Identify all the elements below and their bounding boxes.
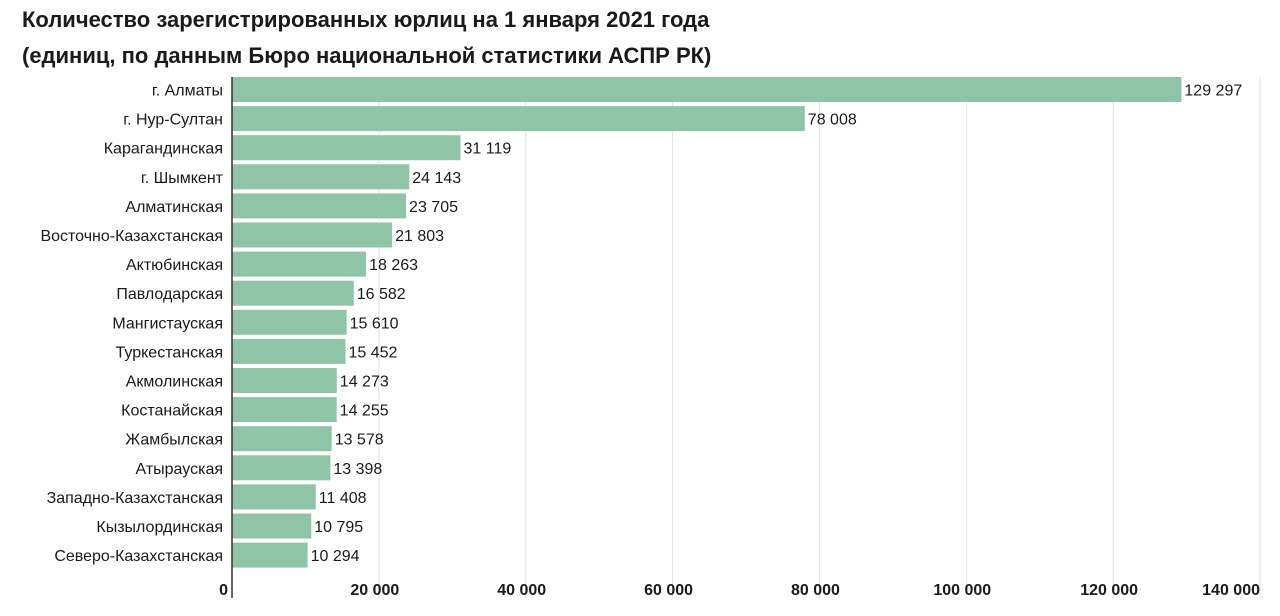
category-label: Кызылординская — [96, 519, 223, 536]
value-label: 21 803 — [395, 228, 444, 245]
value-label: 14 255 — [340, 403, 389, 420]
category-label: Восточно-Казахстанская — [40, 228, 223, 245]
category-label: Атырауская — [136, 461, 224, 478]
bar — [232, 484, 316, 510]
value-label: 13 398 — [333, 461, 382, 478]
x-tick-label: 60 000 — [644, 582, 693, 599]
bar — [232, 164, 410, 190]
value-label: 23 705 — [409, 199, 458, 216]
bar — [232, 455, 331, 481]
category-label: Туркестанская — [116, 344, 223, 361]
value-label: 31 119 — [464, 141, 512, 158]
value-label: 24 143 — [412, 170, 461, 187]
x-tick-label: 100 000 — [933, 582, 991, 599]
category-label: Павлодарская — [116, 286, 223, 303]
bar — [232, 309, 347, 335]
category-label: Костанайская — [121, 403, 223, 420]
category-label: Западно-Казахстанская — [47, 490, 223, 507]
category-label: г. Алматы — [152, 83, 223, 100]
bar — [232, 251, 367, 277]
bar — [232, 280, 354, 306]
bar — [232, 106, 805, 132]
value-label: 18 263 — [369, 257, 418, 274]
bar — [232, 135, 461, 161]
x-tick-label: 40 000 — [497, 582, 546, 599]
bar — [232, 513, 312, 539]
x-tick-label: 140 000 — [1202, 582, 1260, 599]
category-label: Мангистауская — [112, 315, 223, 332]
x-tick-label: 120 000 — [1080, 582, 1138, 599]
value-label: 78 008 — [808, 112, 857, 129]
category-label: Северо-Казахстанская — [54, 548, 223, 565]
category-label: Акмолинская — [126, 374, 223, 391]
bar — [232, 338, 346, 364]
bar — [232, 368, 337, 393]
value-label: 16 582 — [357, 286, 406, 303]
category-label: Актюбинская — [126, 257, 223, 274]
category-label: г. Нур-Султан — [123, 112, 223, 129]
x-tick-label: 0 — [219, 582, 228, 599]
chart-subtitle: (единиц, по данным Бюро национальной ста… — [22, 43, 712, 68]
bar — [232, 542, 308, 568]
bar — [232, 222, 393, 248]
value-label: 15 452 — [348, 344, 397, 361]
value-label: 10 294 — [311, 548, 360, 565]
category-label: г. Шымкент — [141, 170, 224, 187]
value-label: 13 578 — [335, 432, 384, 449]
value-label: 11 408 — [319, 490, 367, 507]
value-label: 10 795 — [314, 519, 363, 536]
bar — [232, 193, 407, 219]
category-label: Жамбылская — [125, 432, 223, 449]
category-label: Карагандинская — [104, 141, 223, 158]
x-tick-label: 80 000 — [791, 582, 840, 599]
value-label: 15 610 — [350, 315, 399, 332]
bar — [232, 426, 332, 452]
value-label: 14 273 — [340, 374, 389, 391]
chart-title: Количество зарегистрированных юрлиц на 1… — [22, 7, 710, 32]
category-label: Алматинская — [125, 199, 223, 216]
value-label: 129 297 — [1184, 83, 1242, 100]
bar — [232, 77, 1182, 102]
bar — [232, 397, 337, 423]
x-tick-label: 20 000 — [350, 582, 399, 599]
